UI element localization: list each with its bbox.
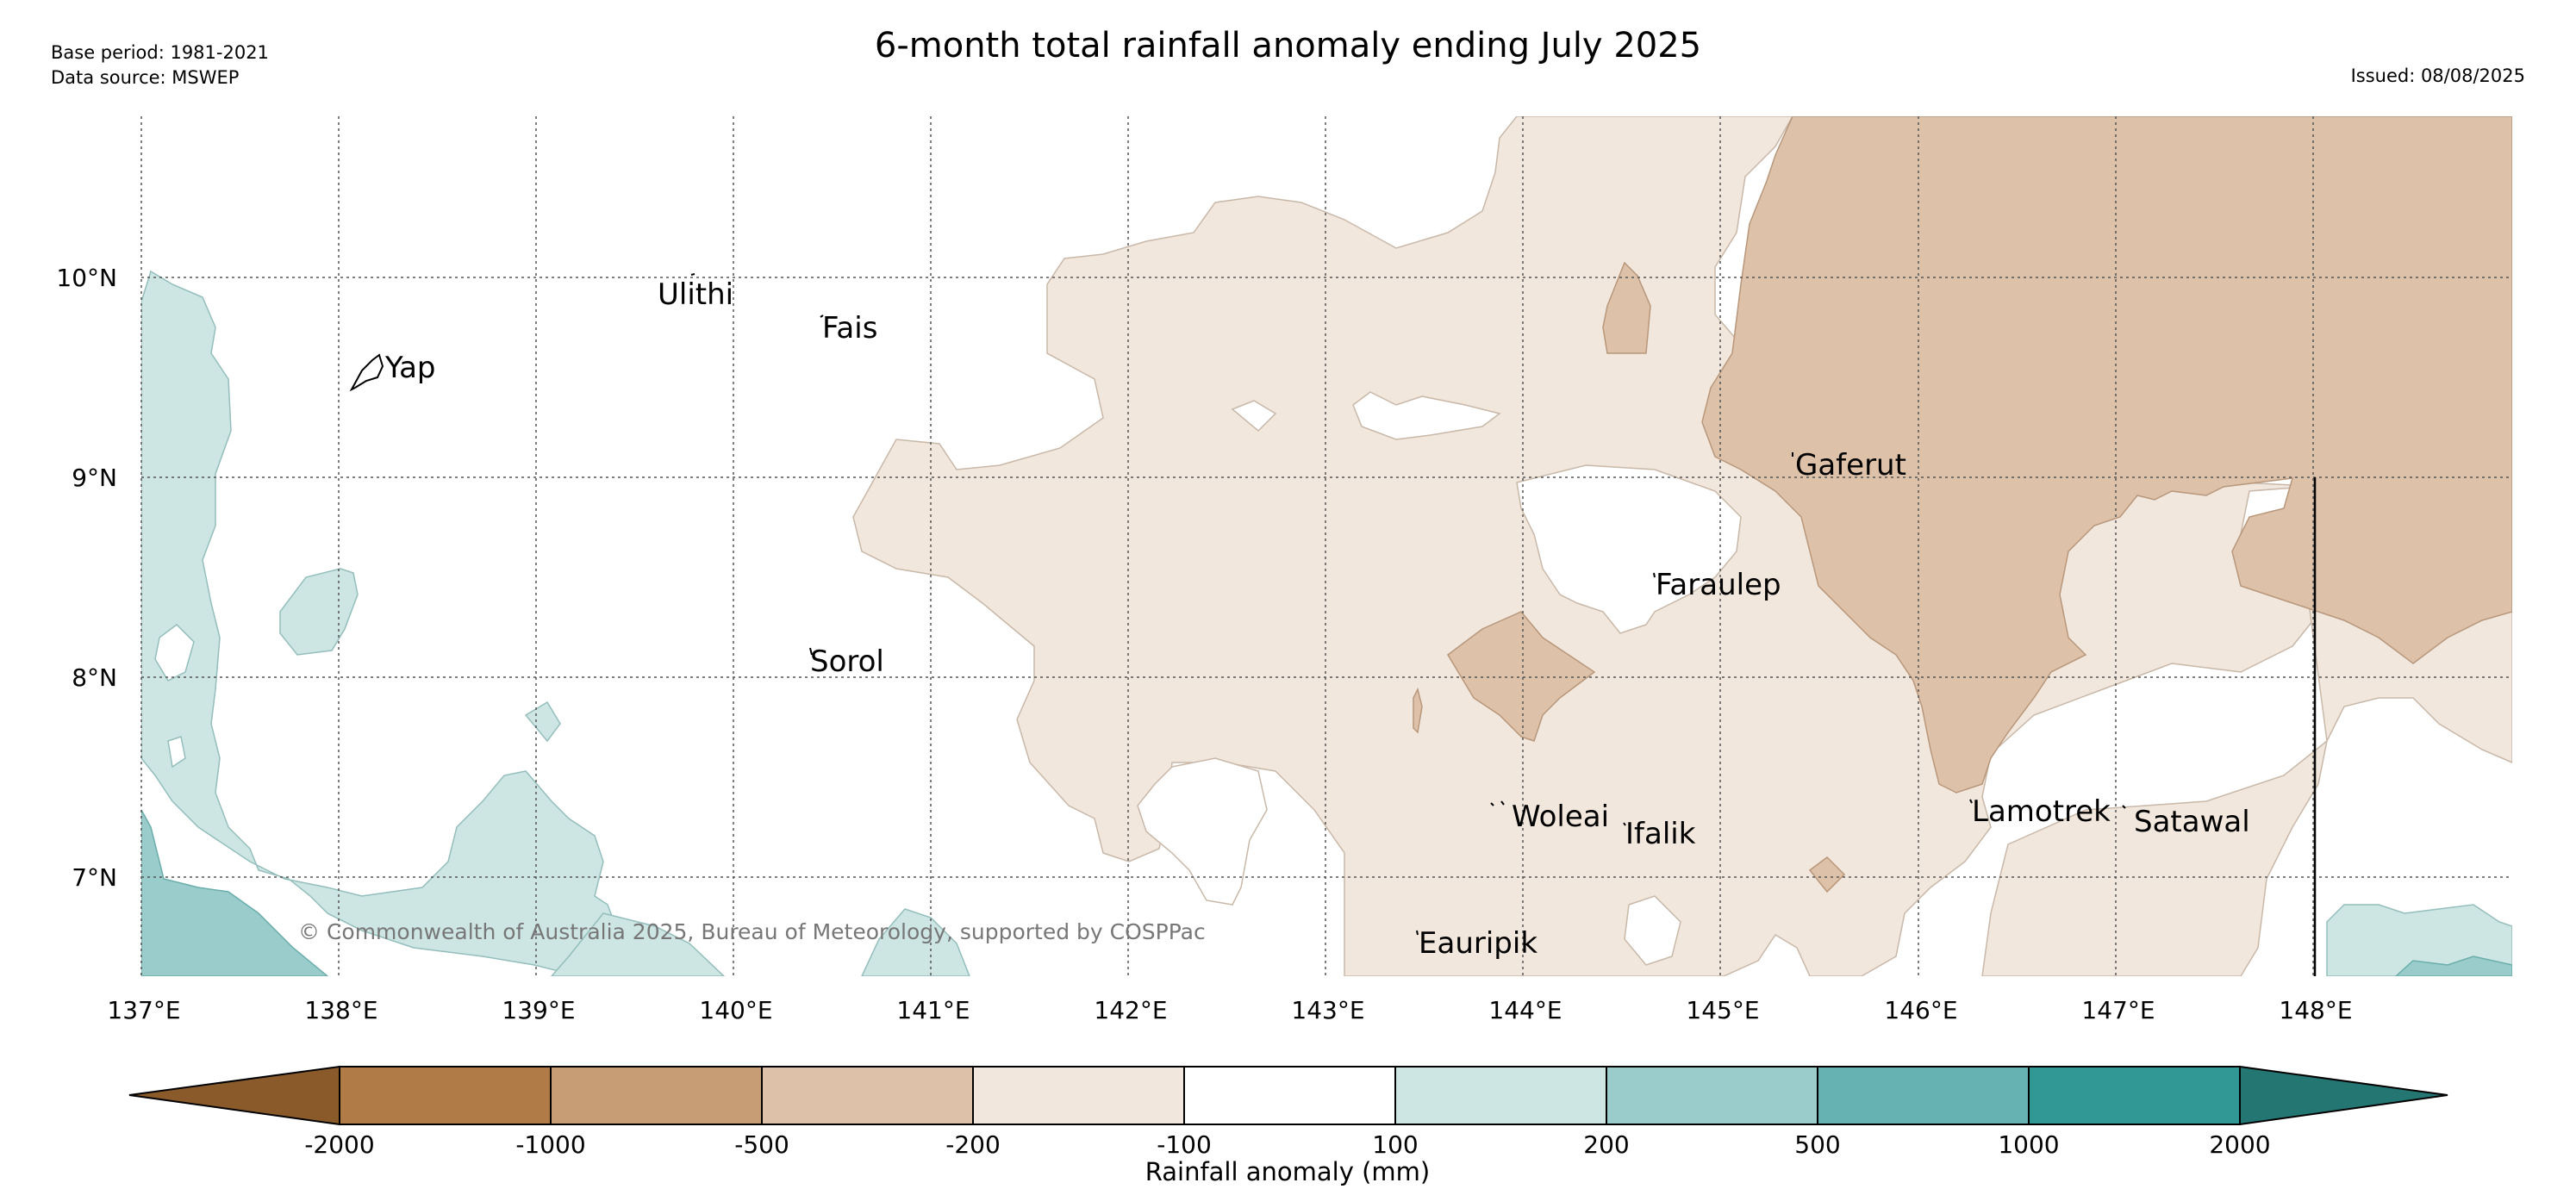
issued-date: Issued: 08/08/2025 xyxy=(2350,65,2525,86)
region-medium-tan-sliver xyxy=(1413,687,1423,734)
region-medium-tan-small xyxy=(1808,856,1846,893)
colorbar-bin-3 xyxy=(761,1066,974,1125)
lon-label-146e: 146°E xyxy=(1884,996,1957,1024)
colorbar-bin-5 xyxy=(1183,1066,1396,1125)
lon-label-147e: 147°E xyxy=(2081,996,2155,1024)
colorbar-ticks: -2000 -1000 -500 -200 -100 100 200 500 1… xyxy=(304,1130,2270,1159)
lat-label-9n: 9°N xyxy=(72,464,117,492)
lon-label-137e: 137°E xyxy=(107,996,180,1024)
lon-label-148e: 148°E xyxy=(2279,996,2352,1024)
longitude-labels: 137°E 138°E 139°E 140°E 141°E 142°E 143°… xyxy=(107,996,2352,1024)
region-medium-teal-southwest xyxy=(141,809,329,976)
base-period-text: Base period: 1981-2021 xyxy=(51,42,269,63)
lat-label-10n: 10°N xyxy=(56,264,117,292)
faraulep-island-outline xyxy=(1653,572,1656,578)
place-label-fais: Fais xyxy=(822,311,877,345)
colorbar-bin-2 xyxy=(550,1066,763,1125)
region-medium-tan-peak xyxy=(1602,261,1651,354)
colorbar-tick-label: -500 xyxy=(734,1130,789,1159)
colorbar-extend-low xyxy=(128,1065,340,1126)
graticule xyxy=(140,116,2512,976)
place-label-woleai: Woleai xyxy=(1512,800,1609,834)
lon-label-145e: 145°E xyxy=(1686,996,1759,1024)
metadata-block: Base period: 1981-2021 Data source: MSWE… xyxy=(51,40,269,90)
place-labels: Yap Ulithi Fais Sorol Gaferut Faraulep W… xyxy=(384,277,2250,961)
region-light-teal-sorol xyxy=(861,908,970,976)
region-white-hole-west-1 xyxy=(154,624,195,682)
place-label-eauripik: Eauripik xyxy=(1419,926,1537,961)
eauripik-island-outline xyxy=(1416,930,1419,936)
ulithi-island-outline xyxy=(690,273,695,276)
lon-label-142e: 142°E xyxy=(1094,996,1167,1024)
region-light-teal-south xyxy=(551,912,726,976)
region-white-hole-5 xyxy=(1624,895,1681,966)
colorbar-tick-label: 1000 xyxy=(1998,1130,2059,1159)
anomaly-regions xyxy=(141,116,2512,976)
region-light-teal-west xyxy=(141,270,621,974)
colorbar-tick-label: 100 xyxy=(1372,1130,1418,1159)
place-label-lamotrek: Lamotrek xyxy=(1972,794,2111,829)
colorbar-tick-label: -2000 xyxy=(304,1130,374,1159)
colorbar-tick-label: -1000 xyxy=(515,1130,585,1159)
region-white-hole-3 xyxy=(1231,400,1277,433)
place-label-yap: Yap xyxy=(384,351,436,385)
region-white-hole-1 xyxy=(1516,464,1742,634)
sorol-island-outline xyxy=(809,647,813,656)
colorbar-tick-label: -200 xyxy=(945,1130,1001,1159)
colorbar-tick-label: -100 xyxy=(1157,1130,1212,1159)
lon-label-138e: 138°E xyxy=(304,996,377,1024)
lat-label-8n: 8°N xyxy=(72,663,117,692)
region-medium-tan-east xyxy=(1701,116,2512,794)
fais-island-outline xyxy=(820,314,824,318)
lon-label-143e: 143°E xyxy=(1291,996,1364,1024)
region-light-teal-islet xyxy=(279,568,359,656)
colorbar xyxy=(128,1065,2448,1126)
lon-label-139e: 139°E xyxy=(502,996,575,1024)
copyright-notice: © Commonwealth of Australia 2025, Bureau… xyxy=(298,919,1206,944)
lat-label-7n: 7°N xyxy=(72,863,117,892)
place-label-ulithi: Ulithi xyxy=(658,277,733,312)
yap-island-outline xyxy=(349,353,384,392)
map-title: 6-month total rainfall anomaly ending Ju… xyxy=(874,26,1702,65)
colorbar-tick-label: 2000 xyxy=(2209,1130,2270,1159)
region-white-hole-2 xyxy=(1352,391,1501,440)
colorbar-tick-label: 500 xyxy=(1794,1130,1840,1159)
place-label-sorol: Sorol xyxy=(810,644,884,679)
colorbar-bin-6 xyxy=(1394,1066,1607,1125)
place-label-faraulep: Faraulep xyxy=(1656,568,1781,602)
lon-label-140e: 140°E xyxy=(699,996,772,1024)
satawal-island-outline xyxy=(2122,805,2126,809)
region-white-hole-west-2 xyxy=(167,736,186,769)
colorbar-bin-8 xyxy=(1817,1066,2030,1125)
lon-label-144e: 144°E xyxy=(1488,996,1562,1024)
colorbar-bin-1 xyxy=(339,1066,552,1125)
region-light-teal-dot xyxy=(524,700,561,743)
colorbar-tick-label: 200 xyxy=(1583,1130,1629,1159)
colorbar-bin-9 xyxy=(2028,1066,2241,1125)
colorbar-title: Rainfall anomaly (mm) xyxy=(1145,1157,1431,1186)
lon-label-141e: 141°E xyxy=(896,996,970,1024)
place-label-gaferut: Gaferut xyxy=(1795,448,1906,482)
region-white-hole-4 xyxy=(1137,757,1268,906)
region-medium-teal-southeast xyxy=(2394,956,2512,976)
ifalik-island-outline xyxy=(1623,822,1626,826)
lamotrek-island-outline xyxy=(1969,799,1973,804)
latitude-labels: 10°N 9°N 8°N 7°N xyxy=(56,264,117,892)
region-medium-tan-islet xyxy=(1447,611,1596,742)
island-outlines xyxy=(349,273,2126,936)
colorbar-bin-7 xyxy=(1606,1066,1818,1125)
place-label-ifalik: Ifalik xyxy=(1625,817,1696,851)
place-label-satawal: Satawal xyxy=(2134,805,2250,839)
woleai-island-outline xyxy=(1490,800,1505,806)
data-source-text: Data source: MSWEP xyxy=(51,67,240,88)
colorbar-bin-4 xyxy=(972,1066,1185,1125)
colorbar-extend-high xyxy=(2239,1065,2448,1126)
